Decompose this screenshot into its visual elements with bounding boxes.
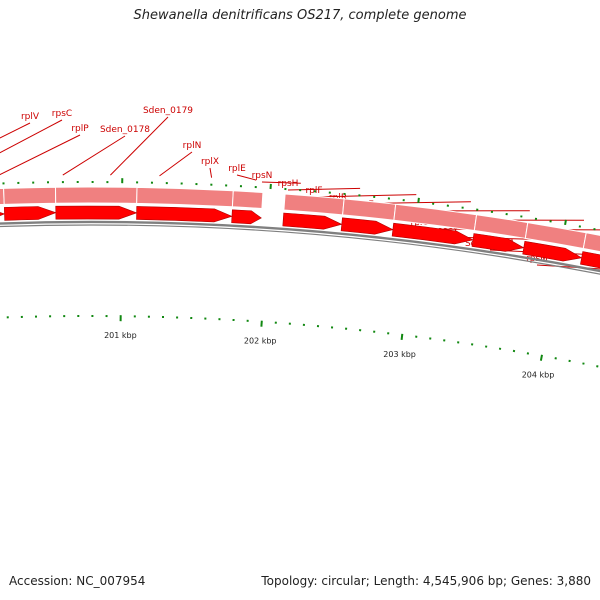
tick-marks-layer [2,178,596,231]
accession-text: Accession: NC_007954 [9,574,146,588]
gene-track [0,186,600,253]
gene-label: rpsN [252,171,273,181]
cds-arrow [522,240,583,262]
gene-label: rplX [201,157,219,167]
gene-label-leader [261,181,301,184]
gene-label-leader [159,151,193,177]
gene-label-leader [0,119,63,154]
genome-summary-text: Topology: circular; Length: 4,545,906 bp… [261,574,591,588]
scale-tick-label: 201 kbp [104,331,137,340]
gene-label-leader [313,194,417,198]
backbone-line [0,224,600,275]
scale-tick-label: 204 kbp [522,371,555,380]
backbone-line [0,220,600,273]
cds-arrow [0,212,6,217]
gene-label-leader [287,187,361,191]
gene-feature [54,186,138,204]
gene-label: Sden_0178 [100,125,150,135]
cds-arrow [136,206,233,223]
tick-mark [417,197,420,204]
gene-feature [582,232,600,253]
scale-tick-label: 202 kbp [244,337,277,346]
cds-arrow [3,206,57,221]
gene-label: rplE [228,164,246,174]
cds-arrow [282,212,343,230]
cds-arrow [391,222,474,245]
gene-label-leader [110,116,169,176]
gene-label: rpsH [278,179,299,189]
cds-arrow [231,209,262,225]
gene-feature [342,198,397,221]
gene-label-leader [0,122,31,139]
scale-tick [539,354,543,361]
gene-label: rplF [305,186,322,196]
gene-label: rplV [21,112,40,122]
gene-label-leader [236,174,257,181]
cds-arrow [580,251,600,269]
map-title: Shewanella denitrificans OS217, complete… [133,8,467,23]
cds-arrow [55,205,138,220]
gene-label: rpsC [52,109,72,119]
gene-label-leader [0,134,81,176]
gene-feature [136,186,234,208]
tick-mark [564,219,567,226]
gene-feature [231,190,264,210]
gene-label-leader [209,167,213,178]
cds-arrow [471,233,525,252]
gene-label: rplN [183,141,202,151]
cds-track [0,205,600,269]
gene-label: Sden_0179 [143,106,193,116]
cds-arrow [340,217,394,235]
gene-label: rplP [71,124,89,134]
gene-feature [3,186,57,205]
scale-tick [400,333,404,341]
gene-label-leader [62,135,126,176]
genome-backbone [0,220,600,275]
scale-tick-label: 203 kbp [383,350,416,359]
